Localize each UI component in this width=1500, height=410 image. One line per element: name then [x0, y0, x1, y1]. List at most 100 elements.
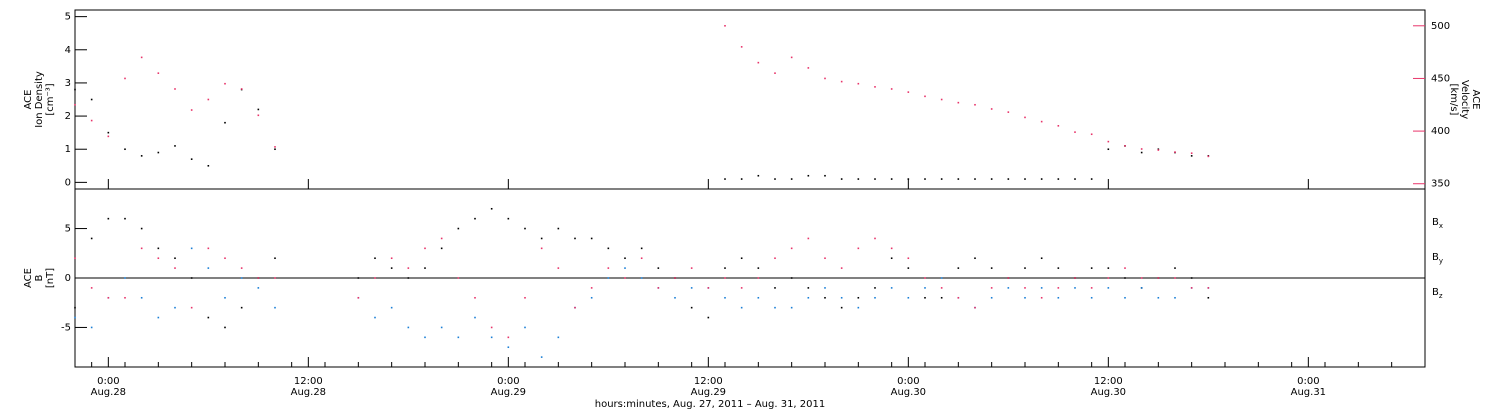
- By-series-point: [690, 287, 693, 289]
- By-series-point: [624, 267, 626, 269]
- legend-sub: z: [1439, 292, 1443, 300]
- x-tick-date: Aug.29: [491, 387, 526, 398]
- Bz-series-point: [757, 277, 760, 279]
- By-series-point: [1174, 296, 1176, 299]
- Bz-series-point: [707, 287, 710, 289]
- density-series-point: [940, 178, 943, 180]
- By-series-point: [1074, 287, 1076, 289]
- By-series-point: [890, 287, 893, 289]
- Bz-series-point: [890, 247, 893, 250]
- velocity-axis-title-line: Velocity: [1459, 80, 1470, 119]
- velocity-series-point: [790, 56, 793, 59]
- top-panel-frame: [74, 9, 1426, 190]
- Bz-series-point: [1107, 277, 1110, 279]
- Bx-series-point: [374, 257, 376, 260]
- velocity-series-point: [807, 67, 810, 69]
- Bz-series-point: [224, 257, 226, 260]
- By-series-point: [774, 306, 776, 309]
- velocity-series-point: [1157, 149, 1160, 151]
- velocity-tick-label: 450: [1431, 73, 1450, 84]
- Bz-series-point: [390, 257, 393, 260]
- Bz-series-point: [790, 247, 793, 250]
- By-series-point: [1140, 287, 1143, 289]
- legend-base: B: [1432, 287, 1439, 298]
- By-series-point: [857, 306, 860, 309]
- density-series-point: [174, 145, 176, 147]
- velocity-series-point: [224, 82, 226, 85]
- velocity-series-point: [1107, 140, 1110, 143]
- By-series-point: [1107, 287, 1110, 289]
- velocity-series-point: [890, 88, 893, 90]
- Bx-series-point: [1057, 267, 1060, 269]
- Bx-series-point: [657, 267, 660, 269]
- Bx-series-point: [574, 237, 576, 240]
- By-series-point: [407, 326, 410, 329]
- density-series-point: [1024, 178, 1026, 180]
- Bz-series-point: [357, 296, 360, 299]
- By-series-point: [457, 336, 460, 339]
- By-series-point: [907, 296, 910, 299]
- velocity-series-point: [857, 82, 860, 85]
- velocity-series-point: [1040, 120, 1043, 123]
- density-series-point: [1090, 178, 1093, 180]
- velocity-tick-label: 350: [1431, 179, 1450, 190]
- Bz-series-point: [774, 257, 776, 260]
- Bx-series-point: [890, 257, 893, 260]
- Bx-series-point: [390, 267, 393, 269]
- Bz-series-point: [840, 267, 843, 269]
- x-tick-time: 12:00: [294, 376, 323, 387]
- Bz-series-point: [274, 277, 276, 279]
- velocity-series-point: [1024, 116, 1026, 119]
- Bx-series-point: [707, 316, 710, 319]
- Bz-series-point: [507, 336, 510, 339]
- Bz-series-point: [74, 257, 76, 260]
- x-tick-date: Aug.29: [691, 387, 726, 398]
- Bz-series-point: [990, 287, 993, 289]
- density-series-point: [1190, 155, 1193, 157]
- By-series-point: [740, 306, 743, 309]
- By-series-point: [807, 296, 810, 299]
- density-series-point: [840, 178, 843, 180]
- velocity-series-point: [957, 101, 960, 104]
- Bx-series-point: [524, 227, 526, 230]
- Bz-series-point: [1157, 277, 1160, 279]
- Bx-series-point: [474, 217, 476, 220]
- density-series-point: [990, 178, 993, 180]
- density-series-point: [90, 98, 93, 101]
- Bx-series-point: [140, 227, 143, 230]
- Bx-series-point: [424, 267, 426, 269]
- Bx-series-point: [1107, 267, 1110, 269]
- velocity-series-point: [1007, 111, 1010, 113]
- Bx-series-point: [1207, 296, 1210, 299]
- density-axis-title-line: Ion Density: [34, 71, 45, 128]
- By-series-point: [524, 326, 526, 329]
- b-axis-title: ACEB[nT]: [23, 268, 56, 288]
- velocity-series-point: [874, 86, 876, 88]
- velocity-series-point: [107, 135, 110, 138]
- density-series-point: [157, 151, 160, 154]
- Bz-series-point: [624, 277, 626, 279]
- velocity-series-point: [124, 77, 126, 80]
- velocity-series-point: [1190, 152, 1193, 154]
- Bz-series-point: [474, 296, 476, 299]
- density-tick-label: 4: [65, 45, 71, 56]
- By-series-point: [207, 267, 210, 269]
- density-series-point: [107, 131, 110, 134]
- density-series-point: [1007, 178, 1010, 180]
- density-tick-label: 5: [65, 12, 71, 23]
- By-series-point: [557, 336, 560, 339]
- By-series-point: [1007, 287, 1010, 289]
- density-series-point: [207, 164, 210, 167]
- density-series-point: [957, 178, 960, 180]
- Bx-series-point: [174, 257, 176, 260]
- By-series-point: [240, 277, 243, 279]
- By-series-point: [1057, 296, 1060, 299]
- Bx-series-point: [240, 306, 243, 309]
- Bz-series-point: [457, 277, 460, 279]
- By-series-point: [257, 287, 260, 289]
- density-series-point: [74, 88, 76, 91]
- By-series-point: [924, 287, 926, 289]
- Bz-series-point: [857, 247, 860, 250]
- Bx-series-point: [590, 237, 593, 240]
